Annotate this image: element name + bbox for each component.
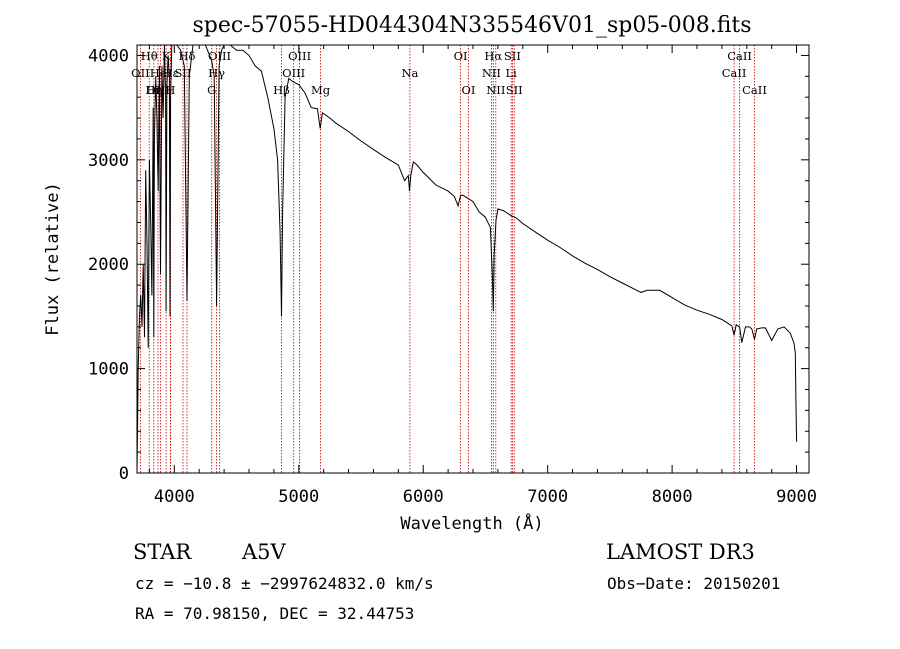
spectral-line-labels: OIIHθHηOIIIHeIKHHεSIIHδGHγOIIIHβOIIIOIII… <box>131 49 767 97</box>
line-marker-label: NII <box>482 66 501 80</box>
line-marker-label: NII <box>486 83 505 97</box>
line-marker-label: SII <box>504 49 521 63</box>
line-marker-label: Na <box>401 66 418 80</box>
x-axis-ticks: 4000 5000 6000 7000 8000 9000 <box>148 45 817 507</box>
line-marker-label: K <box>162 49 171 63</box>
obs-date: Obs−Date: 20150201 <box>607 574 780 593</box>
spectral-line-markers <box>139 45 755 473</box>
x-tick-label: 6000 <box>403 487 444 507</box>
coordinates: RA = 70.98150, DEC = 32.44753 <box>135 604 414 623</box>
y-tick-label: 0 <box>119 464 129 484</box>
spectrum-flux-line <box>136 44 798 474</box>
line-marker-label: Hθ <box>141 49 158 63</box>
object-subclass: A5V <box>241 540 287 564</box>
line-marker-label: Hε <box>163 66 179 80</box>
line-marker-label: HeI <box>150 66 171 80</box>
line-marker-label: SII <box>175 66 192 80</box>
line-marker-label: CaII <box>722 66 747 80</box>
line-marker-label: OIII <box>282 66 305 80</box>
line-marker-label: Mg <box>311 83 331 97</box>
survey-name: LAMOST DR3 <box>606 540 755 564</box>
plot-frame <box>136 44 810 474</box>
x-axis-label: Wavelength (Å) <box>400 512 543 534</box>
y-tick-label: 3000 <box>88 151 129 171</box>
line-marker-label: Li <box>506 66 518 80</box>
line-marker-label: OI <box>454 49 468 63</box>
line-marker-label: OIII <box>288 49 311 63</box>
line-marker-label: Hγ <box>208 66 225 80</box>
line-marker-label: CaII <box>727 49 752 63</box>
line-marker-label: SII <box>506 83 523 97</box>
redshift-readout: cz = −10.8 ± −2997624832.0 km/s <box>135 574 434 593</box>
line-marker-label: OIII <box>208 49 231 63</box>
line-marker-label: CaII <box>742 83 767 97</box>
y-tick-label: 4000 <box>88 46 129 66</box>
y-tick-label: 1000 <box>88 360 129 380</box>
x-tick-label: 9000 <box>776 487 817 507</box>
x-tick-label: 5000 <box>278 487 319 507</box>
object-class: STAR <box>133 540 192 564</box>
line-marker-label: Hη <box>145 83 162 97</box>
y-tick-label: 2000 <box>88 255 129 275</box>
line-marker-label: OII <box>131 66 150 80</box>
y-axis-ticks: 0 1000 2000 3000 4000 <box>88 46 809 484</box>
chart-title: spec-57055-HD044304N335546V01_sp05-008.f… <box>192 13 751 38</box>
x-tick-label: 4000 <box>154 487 195 507</box>
y-axis-label: Flux (relative) <box>43 182 63 336</box>
x-tick-label: 8000 <box>652 487 693 507</box>
line-marker-label: OI <box>462 83 476 97</box>
line-marker-label: G <box>207 83 216 97</box>
line-marker-label: Hα <box>484 49 502 63</box>
x-tick-label: 7000 <box>527 487 568 507</box>
